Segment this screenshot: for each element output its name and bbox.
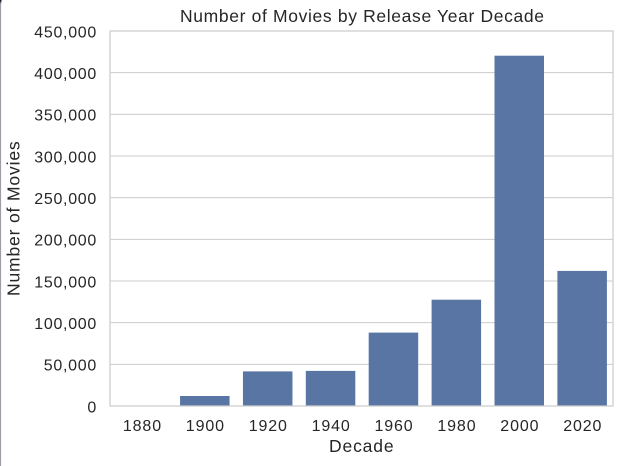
svg-text:450,000: 450,000 (34, 24, 96, 41)
svg-text:1900: 1900 (186, 418, 224, 435)
svg-text:1940: 1940 (312, 418, 350, 435)
svg-text:200,000: 200,000 (34, 233, 96, 250)
svg-text:400,000: 400,000 (34, 66, 96, 83)
svg-text:0: 0 (87, 399, 96, 416)
svg-text:100,000: 100,000 (34, 316, 96, 333)
svg-text:250,000: 250,000 (34, 191, 96, 208)
svg-text:Number of Movies by Release Ye: Number of Movies by Release Year Decade (180, 6, 544, 26)
svg-text:150,000: 150,000 (34, 274, 96, 291)
svg-text:Decade: Decade (329, 436, 394, 456)
svg-text:1960: 1960 (375, 418, 413, 435)
svg-text:50,000: 50,000 (44, 358, 97, 375)
svg-text:350,000: 350,000 (34, 108, 96, 125)
svg-text:2020: 2020 (563, 418, 601, 435)
svg-text:1980: 1980 (437, 418, 475, 435)
svg-text:1880: 1880 (123, 418, 161, 435)
svg-text:1920: 1920 (249, 418, 287, 435)
svg-text:300,000: 300,000 (34, 149, 96, 166)
svg-text:Number of Movies: Number of Movies (4, 141, 24, 296)
svg-text:2000: 2000 (500, 418, 538, 435)
